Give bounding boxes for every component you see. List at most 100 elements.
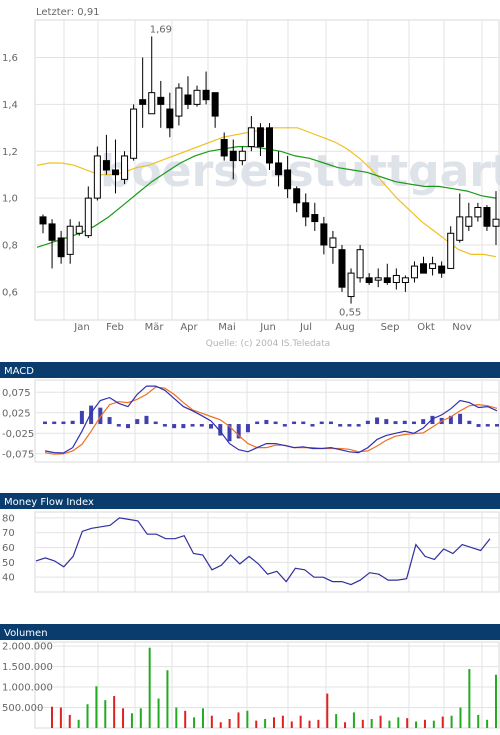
candle-body: [329, 237, 337, 248]
candle-body: [347, 272, 355, 298]
mfi-grid: [35, 512, 499, 592]
macd-histogram-bar: [292, 421, 297, 425]
volume-bar: [184, 710, 187, 728]
volume-bar: [432, 720, 435, 728]
macd-histogram-bar: [282, 424, 287, 427]
mfi-y-ticks: 80 70 60 50 40: [2, 513, 15, 583]
volume-bar: [148, 647, 151, 728]
volume-plot-area: [34, 641, 500, 729]
volume-bar: [95, 686, 98, 728]
macd-signal-line: [44, 386, 498, 455]
source-label: Quelle: (c) 2004 IS.Teledata: [206, 339, 330, 349]
macd-histogram-bar: [458, 413, 463, 425]
macd-histogram-bar: [227, 424, 232, 442]
volume-bar: [255, 720, 258, 728]
y-tick-label: -0,075: [2, 449, 34, 460]
macd-histogram-bar: [365, 420, 370, 425]
mfi-line: [35, 517, 491, 586]
macd-y-ticks: 0,075 0,025 -0,025 -0,075: [2, 388, 34, 461]
candle-body: [492, 218, 500, 227]
candle-body: [392, 274, 400, 283]
macd-histogram-bar: [421, 419, 426, 425]
macd-title: MACD: [4, 366, 34, 377]
macd-histogram-bar: [384, 419, 389, 425]
month-tick-label: Feb: [106, 322, 124, 333]
candle-body: [256, 127, 264, 148]
candle-body: [202, 89, 210, 101]
candle-body: [93, 155, 101, 199]
macd-lines: [44, 385, 498, 455]
macd-histogram-bar: [199, 424, 204, 427]
volume-bar: [166, 670, 169, 728]
y-tick-label: 50: [2, 558, 15, 569]
volume-bar: [370, 718, 373, 728]
volume-bar: [397, 717, 400, 728]
candle-body: [420, 263, 428, 274]
month-tick-label: Aug: [335, 322, 355, 333]
candle-body: [121, 155, 129, 180]
volume-bar: [59, 707, 62, 728]
macd-histogram-bar: [135, 419, 140, 425]
volume-grid: [35, 642, 499, 728]
candle-body: [175, 87, 183, 117]
macd-histogram-bar: [495, 424, 499, 427]
volume-bar: [246, 710, 249, 728]
candle-body: [365, 277, 373, 283]
price-panel: Letzter: 0,91 boerse-stuttgart 0,60,81,0…: [2, 7, 500, 349]
candle-body: [39, 216, 47, 225]
volume-bar: [335, 714, 338, 728]
volume-bar: [326, 693, 329, 728]
macd-histogram: [43, 405, 499, 442]
candle-body: [48, 223, 56, 241]
candle-body: [247, 127, 255, 148]
macd-histogram-bar: [301, 421, 306, 425]
y-tick-label: 1.000.000: [2, 683, 53, 694]
macd-histogram-bar: [448, 415, 453, 425]
y-tick-label: 80: [2, 513, 15, 524]
macd-histogram-bar: [411, 421, 416, 425]
macd-histogram-bar: [172, 424, 177, 429]
y-tick-label: 0,6: [2, 287, 18, 298]
volume-title: Volumen: [4, 628, 48, 639]
y-tick-label: 1,6: [2, 53, 18, 64]
volume-bar: [77, 719, 80, 728]
macd-histogram-bar: [476, 424, 481, 427]
macd-histogram-bar: [153, 421, 158, 425]
y-tick-label: -0,025: [2, 429, 34, 440]
volume-bar: [361, 719, 364, 728]
macd-histogram-bar: [319, 421, 324, 425]
month-tick-label: Sep: [381, 322, 400, 333]
macd-histogram-bar: [144, 415, 149, 425]
macd-histogram-bar: [79, 410, 84, 425]
macd-histogram-bar: [43, 421, 47, 425]
volume-bar: [157, 698, 160, 728]
volume-bar: [237, 712, 240, 728]
mfi-header: [0, 493, 500, 509]
candle-body: [84, 197, 92, 237]
candle-body: [293, 188, 301, 204]
macd-histogram-bar: [485, 424, 490, 427]
candle-body: [302, 202, 310, 218]
macd-histogram-bar: [89, 405, 94, 425]
volume-bar: [264, 718, 267, 728]
candle-body: [184, 94, 192, 105]
macd-histogram-bar: [107, 417, 112, 425]
macd-histogram-bar: [393, 421, 398, 425]
volume-bar: [51, 706, 53, 728]
candle-body: [148, 92, 156, 115]
candle-body: [130, 108, 138, 159]
y-tick-label: 2.000.000: [2, 642, 53, 653]
macd-histogram-bar: [264, 419, 269, 425]
last-price-label: Letzter: 0,91: [36, 7, 100, 18]
macd-histogram-bar: [218, 424, 223, 436]
macd-histogram-bar: [255, 421, 260, 425]
macd-histogram-bar: [328, 421, 333, 425]
candle-body: [166, 108, 174, 129]
macd-histogram-bar: [375, 417, 380, 425]
candle-body: [66, 225, 74, 255]
candle-body: [320, 223, 328, 246]
price-month-ticks: Jan Feb Mär Apr Mai Jun Jul Aug Sep Okt Nov: [73, 322, 472, 333]
volume-panel: Volumen 2.000.000 1.500.000 1.000.000 500.0…: [0, 624, 500, 729]
macd-histogram-bar: [61, 421, 66, 425]
